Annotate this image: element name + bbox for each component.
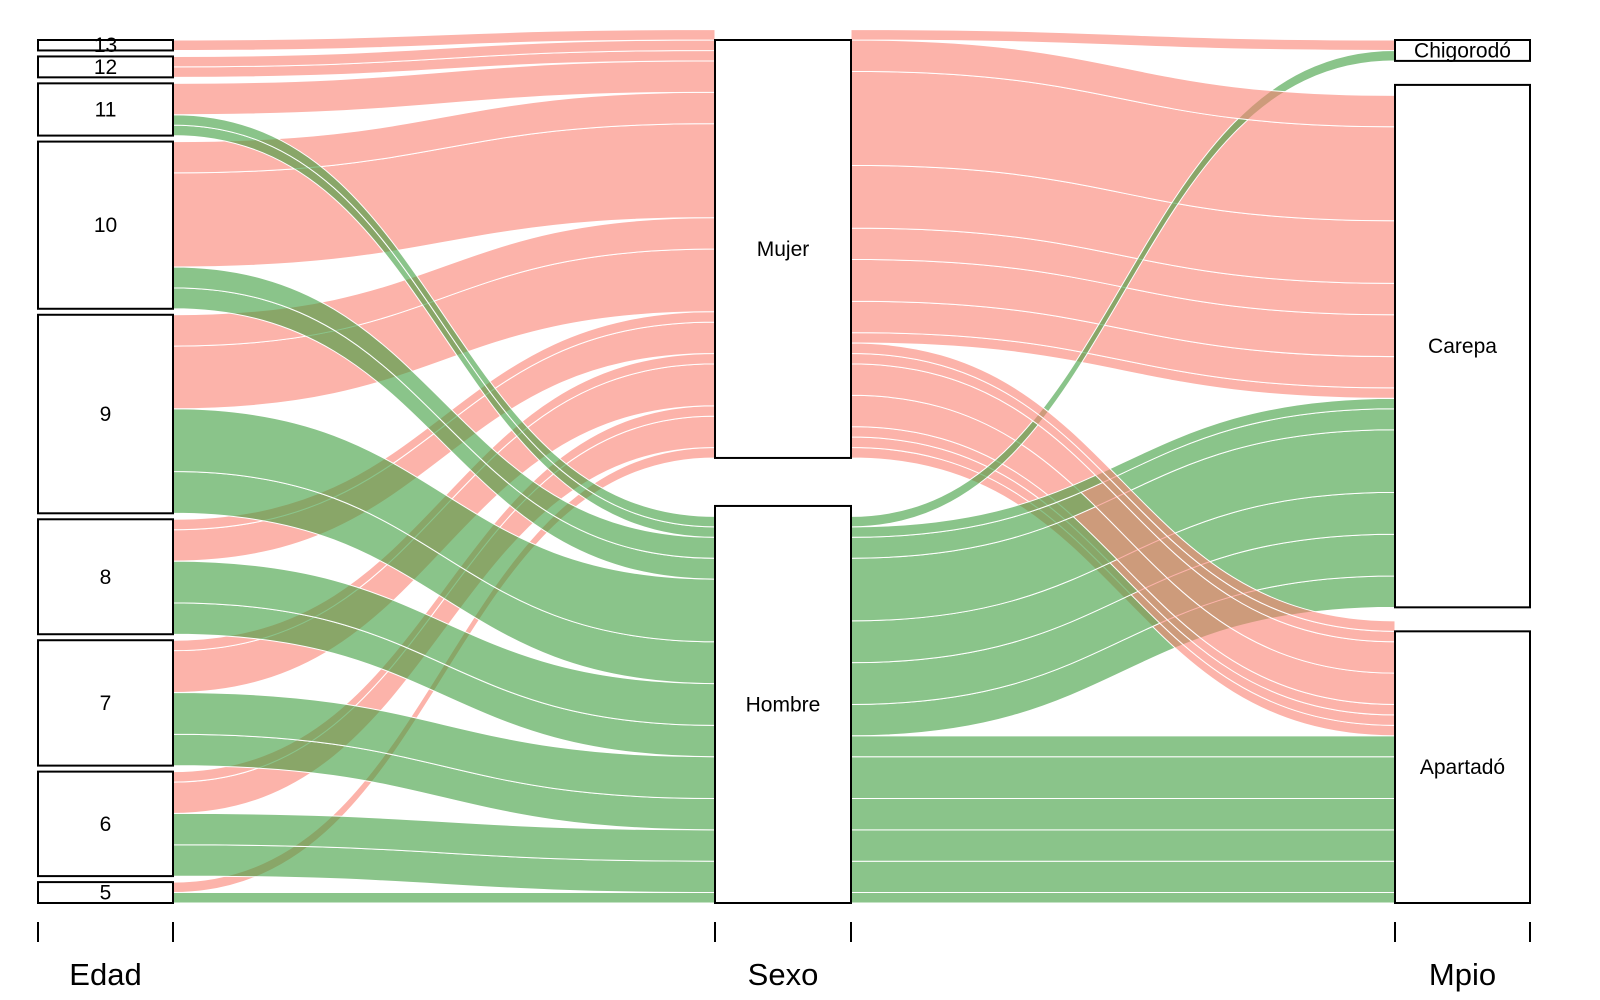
stratum-label: 5 [100,882,112,905]
stratum-12 [37,55,174,79]
stratum-apartadó [1394,630,1531,904]
stratum-hombre [714,504,852,904]
flow-band [850,735,1396,758]
axis-title: Mpio [1429,957,1496,992]
stratum-10 [37,140,174,310]
stratum-label: 7 [100,692,112,715]
stratum-label: 10 [94,214,117,237]
stratum-label: 8 [100,566,112,589]
axes-layer: Edad Sexo Mpio [37,922,1531,992]
stratum-9 [37,313,174,515]
stratum-label: 6 [100,813,112,836]
stratum-7 [37,639,174,767]
stratum-label: Chigorodó [1414,39,1511,62]
stratum-5 [37,881,174,904]
flow-band [850,892,1396,904]
stratum-13 [37,39,174,52]
stratum-label: 11 [95,98,117,121]
stratum-label: 9 [100,403,112,426]
stratum-label: 13 [94,34,117,57]
stratum-label: Mujer [757,238,810,261]
axis-title: Edad [69,957,141,992]
stratum-11 [37,82,174,137]
stratum-label: Apartadó [1420,756,1505,779]
flow-band [850,860,1396,894]
flow-band [850,798,1396,831]
stratum-label: 12 [94,56,117,79]
stratum-6 [37,770,174,878]
stratum-mujer [714,39,852,459]
stratum-8 [37,518,174,636]
flow-band [850,756,1396,800]
stratum-carepa [1394,83,1531,609]
stratum-label: Carepa [1428,335,1497,358]
flows-layer [172,29,1396,904]
stratum-label: Hombre [746,693,821,716]
flow-band [850,829,1396,862]
axis-title: Sexo [748,957,819,992]
flow-band [172,892,716,904]
stratum-chigorodó [1394,39,1531,62]
